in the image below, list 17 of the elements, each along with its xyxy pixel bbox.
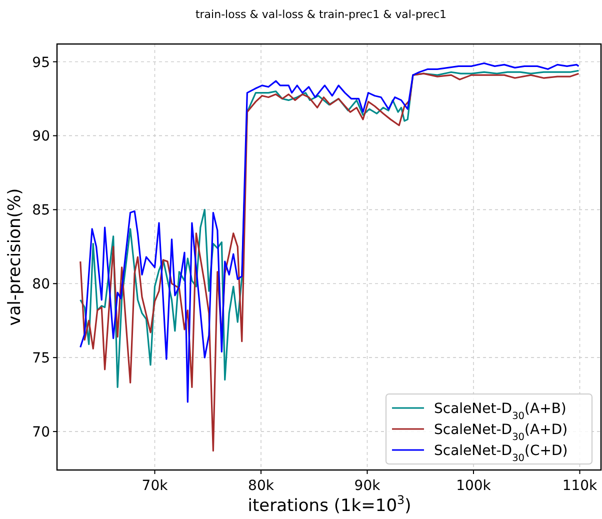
y-tick-label: 85 [32, 202, 50, 219]
legend-label: ScaleNet-D$_{30}$(A+D) [434, 422, 568, 442]
y-tick-label: 75 [32, 350, 50, 367]
x-tick-label: 110k [562, 478, 598, 494]
y-tick-label: 90 [32, 128, 50, 145]
y-tick-label: 80 [32, 276, 50, 293]
x-tick-label: 100k [456, 478, 492, 494]
y-axis-title: val-precision(%) [5, 188, 25, 326]
x-axis-title: iterations (1k=10$^{3}$) [248, 493, 412, 516]
legend-label: ScaleNet-D$_{30}$(C+D) [434, 443, 568, 464]
y-tick-label: 95 [32, 54, 50, 71]
x-tick-label: 80k [248, 478, 275, 494]
chart-title: train-loss & val-loss & train-prec1 & val-prec1 [195, 8, 447, 21]
legend-label: ScaleNet-D$_{30}$(A+B) [434, 401, 566, 422]
y-tick-label: 70 [32, 424, 50, 441]
x-tick-label: 90k [354, 478, 382, 494]
x-tick-label: 70k [142, 478, 169, 494]
